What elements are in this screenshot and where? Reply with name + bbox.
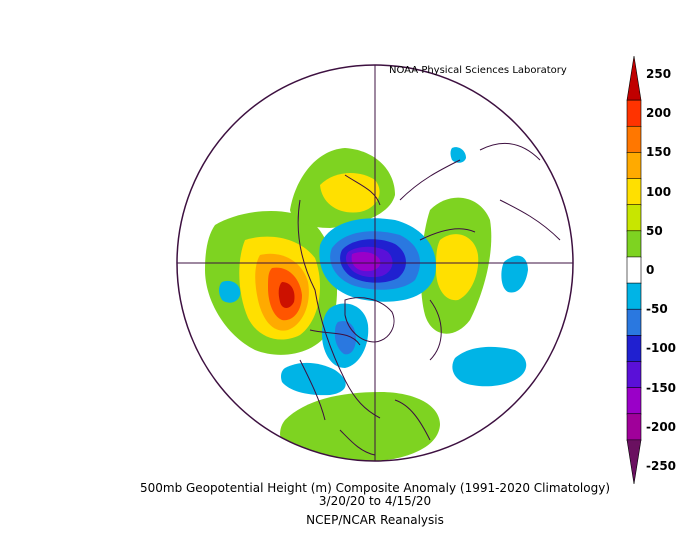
colorbar-tick: -100: [646, 341, 677, 356]
colorbar-segment: [626, 204, 642, 232]
colorbar-segment: [626, 308, 642, 337]
colorbar-tick: -200: [646, 419, 677, 434]
eurasia-coast: [399, 142, 561, 361]
colorbar-tick: -150: [646, 380, 677, 395]
north-negative-anomaly: [450, 147, 466, 163]
colorbar-segment: [626, 125, 642, 154]
colorbar-segment: [626, 178, 642, 206]
polar-negative-anomaly-core: [351, 252, 381, 272]
europe-positive-anomaly-yellow: [436, 234, 479, 301]
greenland-coast: [344, 297, 395, 343]
colorbar: [626, 55, 642, 485]
colorbar-segment: [626, 361, 642, 389]
colorbar-segment: [626, 282, 642, 311]
colorbar-tick: 150: [646, 145, 672, 160]
south-america-coast: [339, 399, 431, 456]
colorbar-segment: [626, 152, 642, 180]
lab-credit: NOAA Physical Sciences Laboratory: [389, 65, 567, 76]
colorbar-tick: 200: [646, 106, 672, 121]
west-negative-anomaly: [219, 280, 241, 303]
pacific-positive-anomaly-core: [278, 282, 295, 308]
data-source: NCEP/NCAR Reanalysis: [306, 513, 444, 527]
colorbar-segment: [626, 335, 642, 363]
asia-negative-anomaly: [501, 255, 528, 293]
colorbar-tick: -250: [646, 459, 677, 473]
colorbar-tick: 250: [646, 67, 672, 81]
colorbar-tick: 100: [646, 184, 672, 199]
atlantic-negative-anomaly: [281, 362, 346, 396]
anomaly-field: [205, 147, 528, 461]
colorbar-tick: -50: [646, 302, 668, 317]
colorbar-segment: [626, 99, 642, 128]
alaska-positive-anomaly-yellow: [320, 173, 380, 213]
colorbar-tick: 50: [646, 223, 663, 238]
colorbar-segment: [626, 439, 642, 485]
globe-border: [176, 64, 574, 462]
colorbar-tick: 0: [646, 263, 655, 277]
colorbar-segment: [626, 413, 642, 441]
colorbar-segment: [626, 55, 642, 101]
colorbar-segment: [626, 387, 642, 415]
colorbar-segment: [626, 256, 642, 284]
siberia-negative-anomaly: [452, 346, 527, 387]
coastlines: [297, 142, 561, 456]
map-title: 500mb Geopotential Height (m) Composite …: [139, 481, 610, 495]
date-range: 3/20/20 to 4/15/20: [318, 494, 432, 508]
atlantic-positive-anomaly: [280, 392, 440, 461]
north-america-coast: [297, 174, 381, 421]
colorbar-segment: [626, 230, 642, 258]
